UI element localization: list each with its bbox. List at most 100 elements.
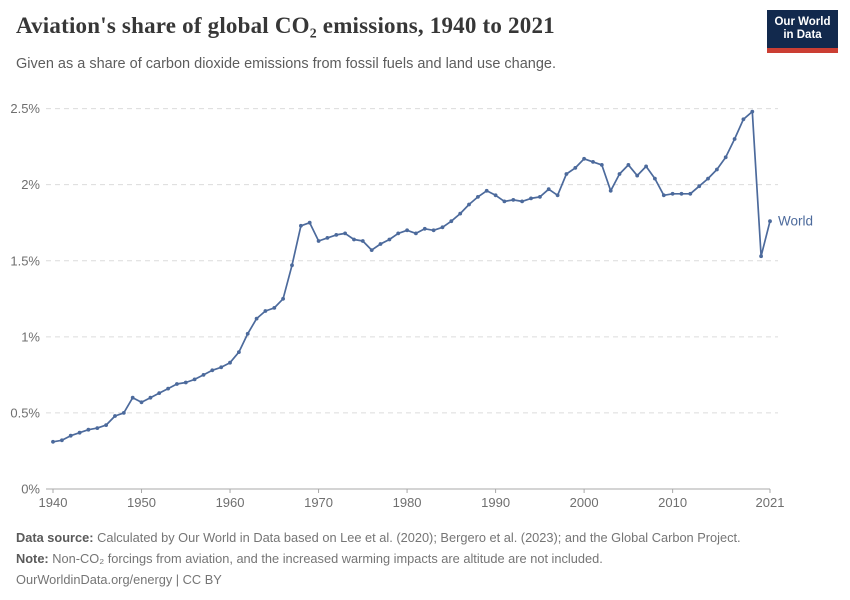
data-point-1983[interactable]: [431, 228, 436, 233]
data-point-2007[interactable]: [644, 164, 648, 169]
data-point-1956[interactable]: [192, 377, 197, 382]
owid-logo[interactable]: Our World in Data: [767, 10, 838, 53]
data-point-1987[interactable]: [467, 202, 471, 207]
data-point-1962[interactable]: [245, 331, 250, 336]
data-point-2003[interactable]: [608, 188, 613, 193]
data-point-1959[interactable]: [219, 365, 224, 370]
data-point-1970[interactable]: [316, 239, 321, 243]
data-point-1990[interactable]: [493, 193, 498, 198]
data-point-1979[interactable]: [396, 231, 401, 236]
data-point-1946[interactable]: [104, 423, 108, 427]
y-axis-label-1.5%: 1.5%: [10, 253, 40, 268]
data-point-1981[interactable]: [414, 231, 418, 236]
data-point-1971[interactable]: [325, 236, 330, 240]
data-point-1940[interactable]: [51, 439, 55, 444]
data-point-1957[interactable]: [201, 373, 206, 377]
data-point-2013[interactable]: [697, 184, 702, 189]
data-point-1998[interactable]: [564, 172, 569, 176]
data-point-1994[interactable]: [529, 196, 533, 201]
data-point-1945[interactable]: [95, 426, 100, 430]
series-end-label-world[interactable]: World: [778, 214, 813, 229]
data-point-1972[interactable]: [334, 233, 339, 237]
data-point-2015[interactable]: [715, 167, 719, 172]
data-point-1963[interactable]: [254, 316, 259, 321]
data-point-1986[interactable]: [458, 211, 463, 216]
citation-line[interactable]: OurWorldinData.org/energy | CC BY: [16, 569, 836, 590]
x-axis-label-2000: 2000: [570, 495, 599, 510]
data-point-2002[interactable]: [599, 163, 604, 167]
series-line-world[interactable]: [52, 110, 771, 443]
data-point-1968[interactable]: [299, 223, 303, 228]
data-point-2001[interactable]: [591, 160, 595, 164]
data-point-2017[interactable]: [732, 137, 737, 141]
data-point-1989[interactable]: [484, 188, 489, 193]
data-point-2012[interactable]: [688, 191, 693, 196]
data-point-1999[interactable]: [573, 166, 578, 170]
data-point-1958[interactable]: [210, 368, 215, 373]
data-point-1948[interactable]: [121, 411, 126, 415]
data-point-1960[interactable]: [228, 360, 232, 365]
data-point-2016[interactable]: [723, 155, 728, 160]
data-point-1997[interactable]: [555, 193, 560, 198]
data-point-1967[interactable]: [290, 263, 294, 268]
data-point-1969[interactable]: [307, 220, 312, 225]
citation-text: OurWorldinData.org/energy | CC BY: [16, 572, 222, 587]
data-point-1982[interactable]: [422, 226, 427, 231]
y-axis-label-0%: 0%: [21, 482, 40, 497]
data-point-2019[interactable]: [750, 109, 755, 114]
chart-subtitle: Given as a share of carbon dioxide emiss…: [16, 56, 557, 72]
data-point-2004[interactable]: [617, 172, 622, 176]
data-point-1951[interactable]: [148, 395, 153, 400]
data-point-1974[interactable]: [352, 237, 356, 242]
data-point-1988[interactable]: [476, 195, 480, 199]
data-point-1953[interactable]: [166, 386, 171, 391]
x-axis-label-2010: 2010: [658, 495, 687, 510]
data-point-1985[interactable]: [449, 219, 454, 224]
data-point-1973[interactable]: [343, 231, 347, 236]
data-point-2010[interactable]: [670, 191, 675, 196]
data-point-1996[interactable]: [546, 187, 551, 192]
data-point-2000[interactable]: [582, 156, 586, 161]
x-axis-label-1980: 1980: [393, 495, 422, 510]
data-point-2006[interactable]: [635, 173, 640, 178]
data-point-1984[interactable]: [440, 225, 445, 230]
x-axis-label-1990: 1990: [481, 495, 510, 510]
data-point-1964[interactable]: [263, 309, 268, 313]
data-point-1954[interactable]: [175, 382, 179, 386]
data-point-1944[interactable]: [86, 427, 91, 432]
owid-logo-line2: in Data: [783, 29, 822, 41]
data-point-2021[interactable]: [768, 219, 772, 224]
data-point-2020[interactable]: [759, 254, 763, 259]
data-point-1975[interactable]: [360, 239, 365, 243]
x-axis-label-1940: 1940: [39, 495, 68, 510]
data-point-1952[interactable]: [157, 391, 162, 395]
data-point-1955[interactable]: [183, 380, 188, 385]
data-point-1993[interactable]: [520, 199, 524, 204]
note-line: Note: Non-CO₂ forcings from aviation, an…: [16, 548, 836, 569]
data-point-1941[interactable]: [60, 438, 64, 443]
data-point-2011[interactable]: [679, 191, 684, 196]
data-point-1950[interactable]: [139, 400, 144, 405]
data-point-1992[interactable]: [511, 198, 516, 202]
data-point-2005[interactable]: [626, 163, 631, 167]
data-point-1976[interactable]: [369, 248, 374, 253]
data-point-1995[interactable]: [538, 195, 542, 199]
note-text: Non-CO₂ forcings from aviation, and the …: [48, 551, 603, 566]
data-point-1942[interactable]: [68, 433, 73, 438]
data-point-1966[interactable]: [281, 296, 285, 301]
data-point-1991[interactable]: [502, 199, 507, 204]
data-point-2014[interactable]: [706, 176, 710, 181]
data-point-1965[interactable]: [272, 306, 277, 310]
data-point-1978[interactable]: [387, 237, 392, 242]
x-axis-label-1950: 1950: [127, 495, 156, 510]
data-point-1943[interactable]: [77, 430, 82, 435]
data-point-2009[interactable]: [661, 193, 666, 198]
data-point-2018[interactable]: [741, 117, 746, 122]
data-point-1949[interactable]: [130, 395, 135, 400]
data-point-1961[interactable]: [237, 350, 241, 354]
data-point-1977[interactable]: [378, 242, 383, 246]
data-point-1980[interactable]: [405, 228, 409, 233]
data-point-2008[interactable]: [653, 176, 657, 181]
data-point-1947[interactable]: [113, 414, 117, 418]
